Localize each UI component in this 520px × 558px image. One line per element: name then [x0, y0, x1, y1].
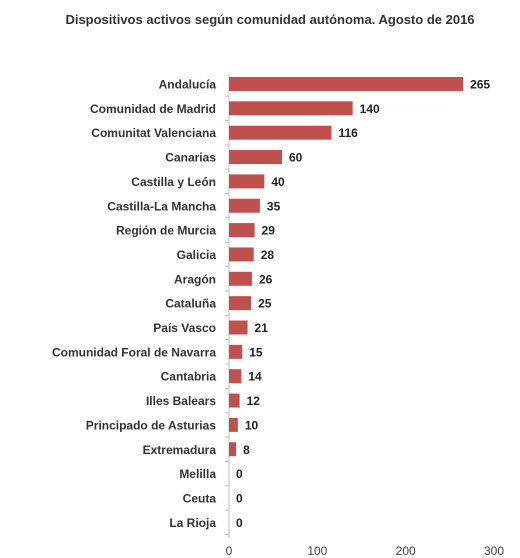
bar: [229, 344, 243, 359]
bar: [229, 101, 353, 116]
category-label: Ceuta: [183, 491, 217, 505]
category-label: Castilla y León: [131, 175, 216, 189]
data-label: 35: [267, 199, 281, 213]
data-label: 8: [243, 443, 250, 457]
data-label: 0: [236, 491, 243, 505]
x-tick-label: 200: [396, 544, 416, 558]
category-label: Región de Murcia: [116, 224, 216, 238]
category-label: Melilla: [179, 467, 216, 481]
bar: [229, 442, 237, 457]
bar: [229, 174, 265, 189]
bar: [229, 247, 254, 262]
data-label: 28: [261, 248, 275, 262]
category-label: Comunitat Valenciana: [91, 126, 216, 140]
bar: [229, 223, 255, 238]
data-label: 0: [236, 516, 243, 530]
bar: [229, 150, 282, 165]
category-label: Extremadura: [143, 443, 217, 457]
data-label: 265: [470, 78, 490, 92]
category-label: Castilla-La Mancha: [107, 199, 216, 213]
bar: [229, 271, 252, 286]
bar: [229, 125, 332, 140]
category-label: Principado de Asturias: [86, 418, 217, 432]
data-label: 60: [289, 151, 303, 165]
chart-title: Dispositivos activos según comunidad aut…: [65, 12, 475, 27]
x-tick-label: 0: [226, 544, 233, 558]
bar: [229, 320, 248, 335]
category-label: Illes Balears: [146, 394, 216, 408]
data-label: 10: [245, 418, 259, 432]
category-label: Galicia: [177, 248, 217, 262]
data-label: 15: [249, 345, 263, 359]
bar: [229, 417, 238, 432]
data-label: 21: [255, 321, 269, 335]
data-label: 26: [259, 272, 273, 286]
bar: [229, 198, 260, 213]
category-label: Comunidad de Madrid: [90, 102, 216, 116]
category-label: Canarias: [165, 151, 216, 165]
bar: [229, 77, 464, 91]
bar: [229, 369, 242, 384]
category-label: La Rioja: [169, 516, 216, 530]
data-label: 12: [247, 394, 261, 408]
x-tick-label: 300: [484, 544, 504, 558]
data-label: 140: [360, 102, 380, 116]
data-label: 14: [248, 370, 262, 384]
data-label: 25: [258, 297, 272, 311]
category-label: Cataluña: [165, 297, 216, 311]
bar: [229, 393, 240, 408]
data-label: 29: [262, 224, 276, 238]
category-label: Aragón: [174, 272, 216, 286]
data-label: 116: [338, 126, 358, 140]
bar: [229, 296, 252, 311]
data-label: 0: [236, 467, 243, 481]
category-label: Comunidad Foral de Navarra: [52, 345, 216, 359]
category-label: Andalucía: [159, 78, 217, 92]
category-label: País Vasco: [153, 321, 216, 335]
x-tick-label: 100: [307, 544, 327, 558]
category-label: Cantabria: [161, 370, 217, 384]
data-label: 40: [271, 175, 285, 189]
